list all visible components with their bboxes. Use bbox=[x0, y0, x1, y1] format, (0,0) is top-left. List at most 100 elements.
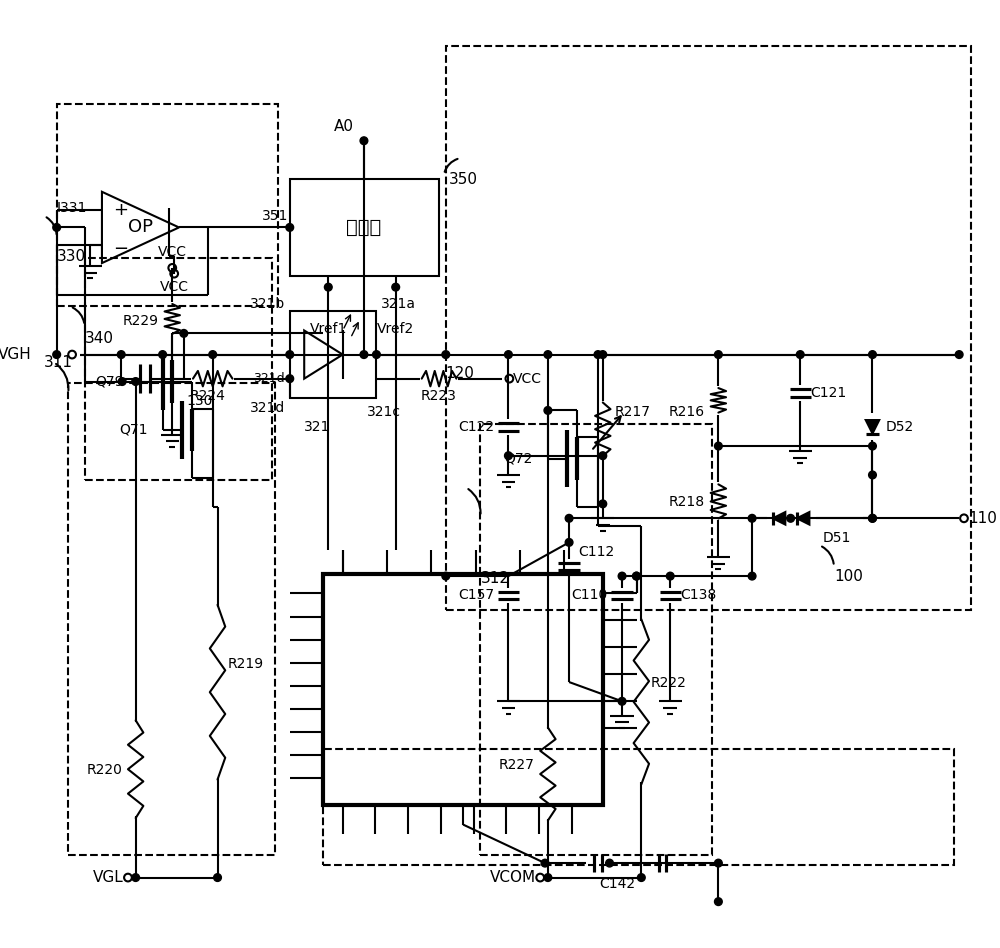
Text: +: + bbox=[114, 201, 129, 219]
Text: R219: R219 bbox=[227, 657, 263, 671]
Circle shape bbox=[869, 442, 876, 450]
Circle shape bbox=[633, 573, 640, 580]
Text: VGL: VGL bbox=[93, 870, 124, 885]
Circle shape bbox=[594, 351, 602, 358]
Circle shape bbox=[324, 283, 332, 291]
Text: VGH: VGH bbox=[0, 347, 32, 362]
Text: OP: OP bbox=[128, 218, 153, 236]
Circle shape bbox=[209, 351, 217, 358]
Circle shape bbox=[715, 859, 722, 867]
Circle shape bbox=[599, 500, 607, 508]
Text: 330: 330 bbox=[57, 248, 86, 264]
Text: R222: R222 bbox=[651, 676, 687, 690]
Circle shape bbox=[180, 330, 188, 337]
Text: 321c: 321c bbox=[367, 406, 401, 419]
Text: VCC: VCC bbox=[160, 281, 189, 294]
Text: R227: R227 bbox=[499, 757, 534, 772]
Text: 311: 311 bbox=[44, 355, 73, 370]
Circle shape bbox=[955, 351, 963, 358]
Bar bbox=[57, 104, 278, 306]
Text: Vref2: Vref2 bbox=[377, 321, 414, 336]
Text: D52: D52 bbox=[886, 420, 914, 434]
Circle shape bbox=[53, 224, 61, 231]
Text: C112: C112 bbox=[579, 545, 615, 559]
Bar bbox=[68, 383, 275, 855]
Polygon shape bbox=[797, 512, 809, 524]
Text: VCC: VCC bbox=[158, 246, 187, 260]
Text: 120: 120 bbox=[446, 366, 475, 381]
Text: R218: R218 bbox=[669, 495, 705, 509]
Circle shape bbox=[565, 515, 573, 522]
Text: Q71: Q71 bbox=[119, 423, 148, 437]
Circle shape bbox=[442, 351, 450, 358]
Circle shape bbox=[117, 351, 125, 358]
Circle shape bbox=[505, 351, 512, 358]
Circle shape bbox=[715, 351, 722, 358]
Circle shape bbox=[286, 374, 294, 382]
Circle shape bbox=[618, 698, 626, 705]
Text: −: − bbox=[114, 240, 129, 258]
Bar bbox=[323, 574, 603, 806]
Text: C138: C138 bbox=[680, 589, 716, 602]
Text: D51: D51 bbox=[822, 531, 851, 544]
Circle shape bbox=[392, 283, 400, 291]
Circle shape bbox=[132, 377, 140, 386]
Circle shape bbox=[633, 573, 640, 580]
Text: R216: R216 bbox=[669, 406, 705, 419]
Circle shape bbox=[618, 573, 626, 580]
Text: VCC: VCC bbox=[513, 372, 542, 386]
Circle shape bbox=[869, 515, 876, 522]
Text: 340: 340 bbox=[85, 331, 114, 346]
Text: Vref1: Vref1 bbox=[310, 321, 347, 336]
Circle shape bbox=[606, 859, 613, 867]
Circle shape bbox=[360, 137, 368, 145]
Text: 110: 110 bbox=[969, 511, 998, 526]
Text: I331: I331 bbox=[57, 201, 87, 215]
Circle shape bbox=[666, 573, 674, 580]
Text: R220: R220 bbox=[86, 763, 122, 776]
Circle shape bbox=[869, 471, 876, 479]
Text: 351: 351 bbox=[261, 209, 288, 223]
Text: R224: R224 bbox=[190, 389, 226, 403]
Circle shape bbox=[748, 515, 756, 522]
Circle shape bbox=[118, 377, 126, 386]
Bar bbox=[290, 311, 376, 398]
Polygon shape bbox=[773, 512, 785, 524]
Text: VCOM: VCOM bbox=[490, 870, 536, 885]
Polygon shape bbox=[866, 420, 879, 433]
Circle shape bbox=[442, 573, 450, 580]
Text: C121: C121 bbox=[810, 386, 846, 400]
Circle shape bbox=[869, 515, 876, 522]
Circle shape bbox=[360, 351, 368, 358]
Circle shape bbox=[599, 452, 607, 460]
Text: R217: R217 bbox=[614, 406, 650, 419]
Bar bbox=[480, 424, 712, 855]
Circle shape bbox=[544, 407, 552, 414]
Text: 350: 350 bbox=[449, 172, 478, 187]
Circle shape bbox=[505, 452, 512, 460]
Circle shape bbox=[715, 898, 722, 905]
Circle shape bbox=[869, 351, 876, 358]
Bar bbox=[446, 46, 971, 610]
Text: 321d: 321d bbox=[250, 401, 285, 414]
Circle shape bbox=[53, 351, 61, 358]
Circle shape bbox=[599, 351, 607, 358]
Circle shape bbox=[544, 351, 552, 358]
Text: 130: 130 bbox=[187, 393, 213, 408]
Text: R223: R223 bbox=[421, 389, 457, 403]
Circle shape bbox=[159, 351, 166, 358]
Bar bbox=[323, 750, 954, 865]
Circle shape bbox=[565, 538, 573, 546]
Text: 321b: 321b bbox=[250, 298, 285, 312]
Circle shape bbox=[214, 874, 221, 882]
Text: 100: 100 bbox=[834, 569, 863, 584]
Text: 321d: 321d bbox=[253, 373, 285, 385]
Text: 321: 321 bbox=[304, 420, 331, 434]
Bar bbox=[290, 179, 439, 276]
Text: 312: 312 bbox=[480, 572, 509, 587]
Text: Q79: Q79 bbox=[95, 374, 124, 389]
Text: A0: A0 bbox=[334, 118, 354, 134]
Text: C110: C110 bbox=[571, 589, 608, 602]
Bar bbox=[85, 258, 272, 480]
Text: C157: C157 bbox=[458, 589, 494, 602]
